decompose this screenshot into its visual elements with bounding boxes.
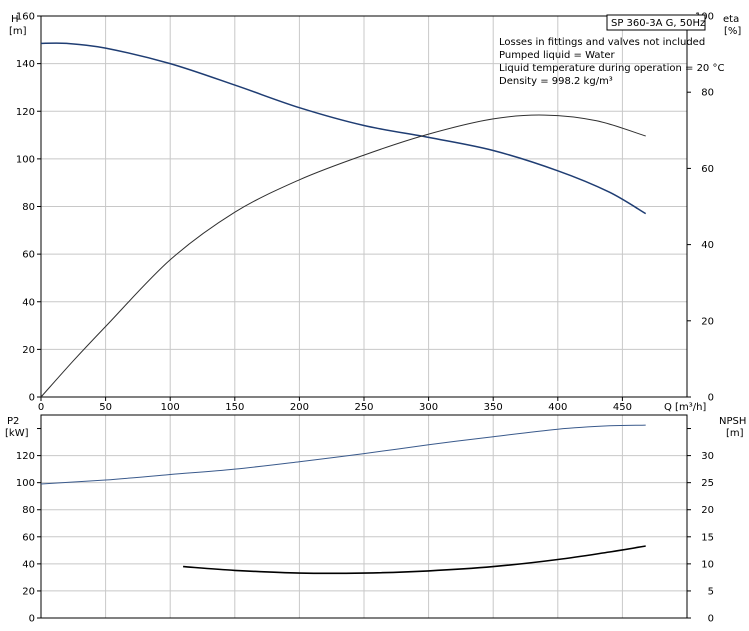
chart-title: SP 360-3A G, 50Hz bbox=[611, 18, 705, 29]
bottom-right-y-tick-label: 30 bbox=[701, 451, 714, 462]
x-tick-label: 50 bbox=[99, 402, 112, 413]
annotation-line: Pumped liquid = Water bbox=[499, 50, 616, 61]
top-right-axis-label-1: eta bbox=[723, 14, 739, 25]
bottom-right-axis-label-1: NPSH bbox=[719, 416, 746, 427]
npsh-curve-line bbox=[183, 545, 646, 575]
top-left-axis-label-1: H bbox=[11, 14, 19, 25]
right-y-tick-label: 80 bbox=[701, 88, 714, 99]
left-y-tick-label: 160 bbox=[16, 12, 35, 23]
bottom-right-y-tick-label: 10 bbox=[701, 559, 714, 570]
bottom-left-y-tick-label: 0 bbox=[29, 614, 35, 625]
bottom-left-y-tick-label: 60 bbox=[22, 532, 35, 543]
bottom-panel: 0 20 40 60 80 100 120 0 5 10 15 20 25 30 P2 [kW] NPSH… bbox=[5, 414, 746, 625]
bottom-right-y-tick-label: 25 bbox=[701, 478, 714, 489]
top-series bbox=[40, 42, 647, 398]
bottom-left-y-tick-label: 20 bbox=[22, 586, 35, 597]
x-tick-label: 0 bbox=[38, 402, 44, 413]
bottom-left-y-tick-label: 120 bbox=[16, 451, 35, 462]
x-tick-label: 350 bbox=[484, 402, 503, 413]
right-y-tick-label: 60 bbox=[701, 164, 714, 175]
top-grid bbox=[41, 16, 687, 397]
bottom-left-y-tick-label: 80 bbox=[22, 505, 35, 516]
bottom-right-y-tick-label: 15 bbox=[701, 532, 714, 543]
annotation-line: Liquid temperature during operation = 20… bbox=[499, 63, 724, 74]
x-tick-label: 100 bbox=[161, 402, 180, 413]
bottom-left-axis-label-1: P2 bbox=[7, 416, 19, 427]
x-tick-label: 400 bbox=[548, 402, 567, 413]
left-y-tick-label: 140 bbox=[16, 59, 35, 70]
annotation-line: Density = 998.2 kg/m³ bbox=[499, 76, 613, 87]
left-y-tick-label: 80 bbox=[22, 202, 35, 213]
bottom-plot-frame bbox=[40, 414, 688, 619]
x-tick-label: 250 bbox=[354, 402, 373, 413]
bottom-right-y-tick-label: 5 bbox=[708, 586, 714, 597]
bottom-ticks: 0 20 40 60 80 100 120 0 5 10 15 20 25 30 bbox=[16, 428, 714, 625]
bottom-right-y-tick-label: 20 bbox=[701, 505, 714, 516]
head-curve-line bbox=[40, 42, 647, 215]
bottom-left-y-tick-label: 40 bbox=[22, 559, 35, 570]
right-y-tick-label: 0 bbox=[708, 393, 714, 404]
power-p2-curve-line bbox=[40, 424, 646, 485]
bottom-right-y-tick-label: 0 bbox=[708, 614, 714, 625]
bottom-series bbox=[40, 424, 646, 575]
bottom-right-axis-label-2: [m] bbox=[726, 428, 744, 439]
right-y-tick-label: 20 bbox=[701, 316, 714, 327]
x-tick-label: 300 bbox=[419, 402, 438, 413]
right-y-tick-label: 40 bbox=[701, 240, 714, 251]
top-right-axis-label-2: [%] bbox=[724, 26, 741, 37]
bottom-grid bbox=[41, 415, 687, 618]
annotation-line: Losses in fittings and valves not includ… bbox=[499, 37, 705, 48]
top-left-axis-label-2: [m] bbox=[9, 26, 27, 37]
x-tick-label: 200 bbox=[290, 402, 309, 413]
left-y-tick-label: 60 bbox=[22, 250, 35, 261]
bottom-left-y-tick-label: 100 bbox=[16, 478, 35, 489]
left-y-tick-label: 20 bbox=[22, 345, 35, 356]
chart-title-box bbox=[606, 14, 706, 31]
left-y-tick-label: 100 bbox=[16, 154, 35, 165]
x-tick-label: 150 bbox=[225, 402, 244, 413]
annotation-box: Losses in fittings and valves not includ… bbox=[499, 37, 724, 87]
x-axis-label: Q [m³/h] bbox=[664, 402, 706, 413]
left-y-tick-label: 120 bbox=[16, 107, 35, 118]
left-y-tick-label: 40 bbox=[22, 297, 35, 308]
efficiency-curve-line bbox=[40, 114, 646, 398]
bottom-left-axis-label-2: [kW] bbox=[5, 428, 29, 439]
x-tick-label: 450 bbox=[613, 402, 632, 413]
left-y-tick-label: 0 bbox=[29, 393, 35, 404]
top-panel: 0 50 100 150 200 250 300 350 400 4500204060801001… bbox=[9, 12, 741, 414]
